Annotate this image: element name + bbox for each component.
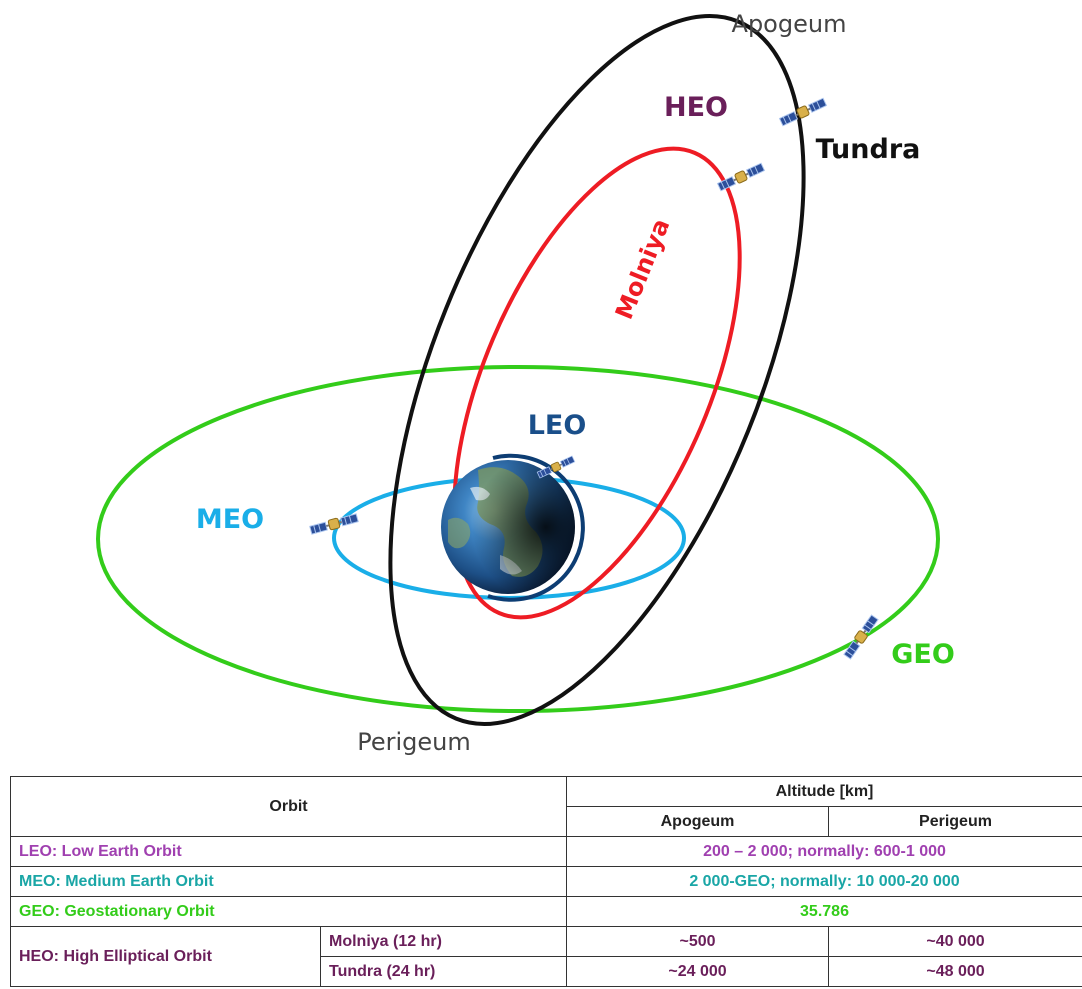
meo-value: 2 000-GEO; normally: 10 000-20 000 bbox=[566, 866, 1082, 897]
header-altitude: Altitude [km] bbox=[566, 776, 1082, 807]
geo-value: 35.786 bbox=[566, 896, 1082, 927]
label-apogeum: Apogeum bbox=[732, 10, 847, 38]
meo-name: MEO: Medium Earth Orbit bbox=[10, 866, 567, 897]
satellite-geo-icon bbox=[842, 613, 880, 661]
orbit-diagram: Apogeum HEO Tundra Molniya LEO MEO GEO P… bbox=[96, 10, 955, 756]
satellite-molniya-icon bbox=[716, 161, 766, 193]
table-row-tundra: Tundra (24 hr) ~24 000 ~48 000 bbox=[11, 956, 1082, 987]
table-row-molniya: HEO: High Elliptical Orbit Molniya (12 h… bbox=[10, 926, 1082, 987]
tundra-name: Tundra (24 hr) bbox=[320, 956, 567, 987]
table-row-leo: LEO: Low Earth Orbit 200 – 2 000; normal… bbox=[10, 836, 1082, 867]
label-perigeum: Perigeum bbox=[357, 728, 471, 756]
molniya-name: Molniya (12 hr) bbox=[320, 926, 567, 957]
label-meo: MEO bbox=[196, 504, 264, 535]
table-row-geo: GEO: Geostationary Orbit 35.786 bbox=[10, 896, 1082, 927]
tundra-perigeum: ~48 000 bbox=[828, 956, 1082, 987]
header-apogeum: Apogeum bbox=[566, 806, 829, 837]
label-leo: LEO bbox=[528, 410, 587, 441]
label-molniya: Molniya bbox=[610, 215, 676, 324]
table-row-meo: MEO: Medium Earth Orbit 2 000-GEO; norma… bbox=[10, 866, 1082, 897]
label-tundra: Tundra bbox=[816, 134, 921, 165]
heo-name: HEO: High Elliptical Orbit bbox=[10, 926, 321, 987]
heo-orbit bbox=[388, 14, 806, 726]
label-heo: HEO bbox=[664, 92, 728, 123]
label-geo: GEO bbox=[891, 639, 955, 670]
header-orbit: Orbit bbox=[10, 776, 567, 837]
leo-name: LEO: Low Earth Orbit bbox=[10, 836, 567, 867]
table-header-row: Orbit Altitude [km] bbox=[10, 776, 1082, 837]
header-perigeum: Perigeum bbox=[828, 806, 1082, 837]
geo-orbit bbox=[96, 365, 940, 713]
satellite-tundra-icon bbox=[778, 96, 828, 128]
molniya-apogeum: ~500 bbox=[566, 926, 829, 957]
orbit-altitude-table: Orbit Altitude [km] Apogeum Perigeum LEO… bbox=[10, 776, 1082, 987]
leo-orbit bbox=[487, 453, 585, 602]
satellite-leo-icon bbox=[536, 454, 576, 480]
tundra-apogeum: ~24 000 bbox=[566, 956, 829, 987]
molniya-perigeum: ~40 000 bbox=[828, 926, 1082, 957]
earth-globe bbox=[441, 460, 575, 594]
molniya-orbit bbox=[452, 146, 742, 620]
geo-name: GEO: Geostationary Orbit bbox=[10, 896, 567, 927]
leo-value: 200 – 2 000; normally: 600-1 000 bbox=[566, 836, 1082, 867]
